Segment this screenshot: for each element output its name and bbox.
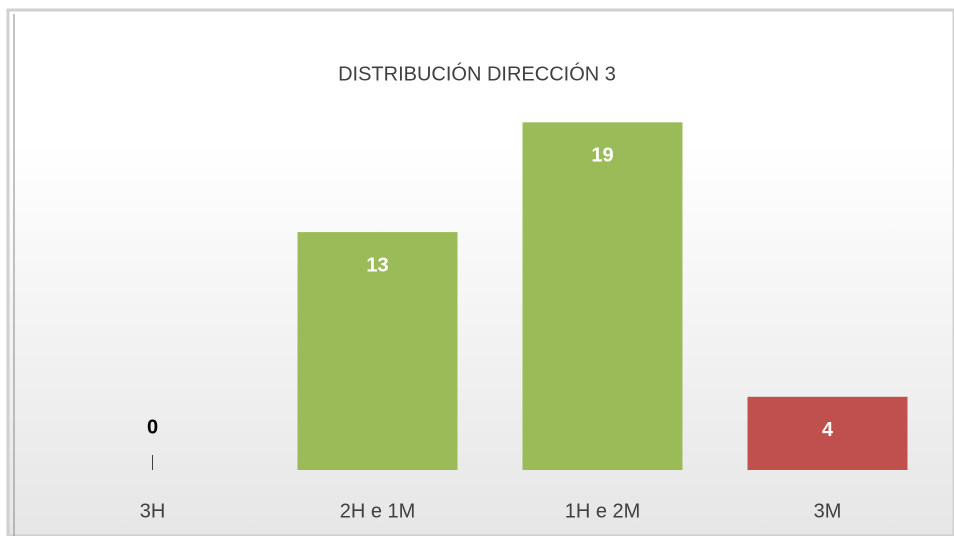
bar xyxy=(747,396,908,470)
data-label: 19 xyxy=(591,145,613,167)
chart-title: DISTRIBUCIÓN DIRECCIÓN 3 xyxy=(338,62,616,85)
x-tick-label: 1H e 2M xyxy=(565,500,641,522)
data-label: 0 xyxy=(147,416,158,438)
x-tick-label: 2H e 1M xyxy=(340,500,416,522)
bar xyxy=(522,122,683,471)
data-label: 13 xyxy=(366,254,388,276)
bar xyxy=(297,232,458,470)
x-tick-label: 3M xyxy=(814,500,842,522)
x-tick-label: 3H xyxy=(140,500,166,522)
data-label: 4 xyxy=(822,419,834,441)
